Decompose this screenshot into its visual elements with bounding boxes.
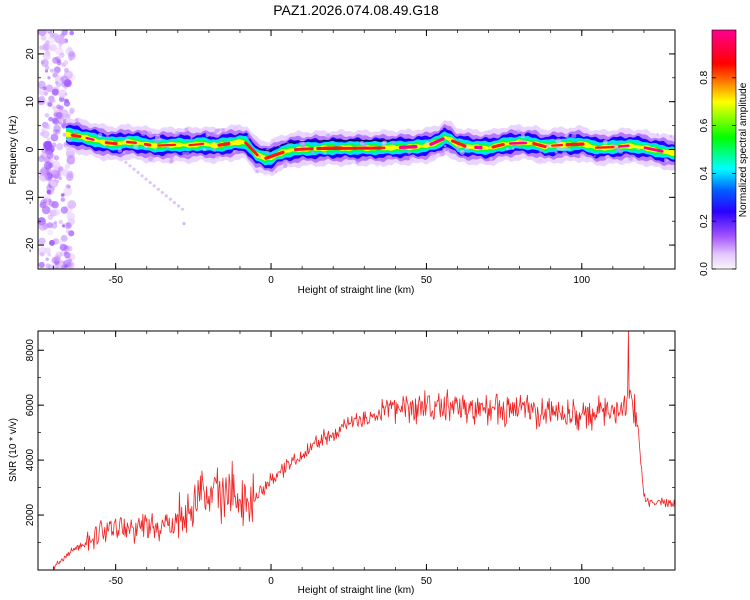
spectrogram-x-tick-label: 0	[268, 275, 274, 286]
ridge-outline	[255, 139, 411, 152]
spectrogram-y-tick-label: 20	[25, 48, 36, 60]
spectrogram-ridge-core	[70, 133, 664, 160]
snr-y-tick-label: 4000	[25, 449, 36, 472]
snr-x-tick-label: 0	[268, 576, 274, 587]
spectrogram-noise-band	[38, 30, 186, 269]
colorbar-tick-label: 0.2	[699, 214, 710, 228]
snr-y-ticks: 2000 4000 6000 8000	[25, 339, 675, 543]
colorbar-label: Normalized spectral amplitude	[738, 82, 749, 217]
colorbar-tick-label: 0.8	[699, 70, 710, 84]
colorbar: 0.0 0.2 0.4 0.6 0.8 Normalized spectral ampl…	[699, 29, 749, 276]
snr-y-tick-label: 6000	[25, 394, 36, 417]
spectrogram-y-tick-label: -20	[25, 237, 36, 252]
colorbar-frame	[711, 29, 737, 270]
snr-x-label: Height of straight line (km)	[298, 585, 415, 596]
ridge-band-5	[66, 131, 675, 161]
spectrogram-x-ticks: -50 0 50 100	[53, 30, 676, 286]
spectrogram-y-ticks: -20 -10 0 10 20	[25, 29, 675, 270]
snr-x-tick-label: -50	[108, 576, 123, 587]
colorbar-tick-label: 0.6	[699, 118, 710, 132]
snr-x-tick-label: 50	[421, 576, 433, 587]
spectrogram-y-label: Frequency (Hz)	[8, 116, 19, 185]
snr-series-line	[53, 331, 675, 570]
spectrogram-y-tick-label: 10	[25, 96, 36, 108]
colorbar-gradient	[712, 30, 736, 269]
spectrogram-x-tick-label: 50	[421, 275, 433, 286]
snr-x-tick-label: 100	[573, 576, 590, 587]
colorbar-ticks: 0.0 0.2 0.4 0.6 0.8	[699, 70, 736, 276]
snr-panel: -50 0 50 100 2000 4000 6000 8000 Height of str…	[8, 330, 676, 596]
colorbar-tick-label: 0.4	[699, 166, 710, 180]
snr-y-tick-label: 8000	[25, 339, 36, 362]
spectrogram-x-tick-label: 100	[573, 275, 590, 286]
snr-marks	[53, 331, 675, 570]
spectrogram-y-tick-label: 0	[25, 146, 36, 152]
snr-x-ticks: -50 0 50 100	[53, 331, 676, 587]
spectrogram-marks	[38, 30, 675, 269]
colorbar-tick-label: 0.0	[699, 262, 710, 276]
spectrogram-panel: -50 0 50 100 -20 -10 0 10 20 Height of straight…	[8, 29, 676, 296]
snr-y-tick-label: 2000	[25, 503, 36, 526]
snr-y-label: SNR (10 * v/v)	[8, 418, 19, 482]
spectrogram-x-tick-label: -50	[108, 275, 123, 286]
spectrogram-y-tick-label: -10	[25, 190, 36, 205]
spectrogram-x-label: Height of straight line (km)	[298, 285, 415, 296]
figure-title: PAZ1.2026.074.08.49.G18	[273, 2, 439, 18]
snr-plot-frame	[37, 330, 676, 571]
